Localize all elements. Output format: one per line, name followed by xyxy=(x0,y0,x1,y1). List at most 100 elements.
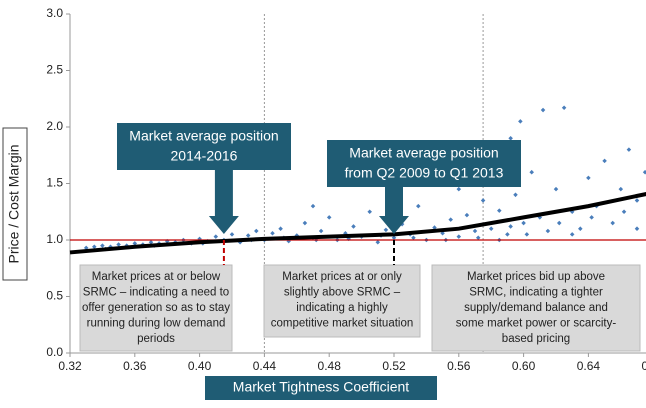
scatter-point xyxy=(586,175,591,181)
scatter-point xyxy=(626,147,632,152)
scatter-point xyxy=(578,226,583,231)
note-text: supply/demand balance and xyxy=(464,302,608,314)
scatter-point xyxy=(416,203,421,209)
scatter-point xyxy=(513,192,518,198)
note-box xyxy=(79,264,233,352)
note-box xyxy=(263,264,421,338)
x-tick-label: 0.68 xyxy=(642,359,646,373)
scatter-point xyxy=(472,228,478,234)
scatter-point xyxy=(456,186,462,192)
scatter-point xyxy=(464,212,470,218)
scatter-point xyxy=(229,232,235,237)
scatter-point xyxy=(302,220,308,226)
scatter-point xyxy=(518,119,523,124)
note-text: running during low demand xyxy=(87,318,226,330)
scatter-point xyxy=(602,158,607,164)
callout-arrow xyxy=(208,170,239,234)
trend-line xyxy=(69,192,646,255)
scatter-point xyxy=(375,239,381,245)
x-tick-label: 0.52 xyxy=(382,359,406,373)
y-tick-label: 0.5 xyxy=(46,289,63,303)
y-tick-label: 1.5 xyxy=(46,176,63,190)
x-tick-label: 0.48 xyxy=(318,359,342,373)
scatter-point xyxy=(278,226,283,231)
scatter-point xyxy=(589,215,594,220)
callout-text: from Q2 2009 to Q1 2013 xyxy=(345,165,504,181)
scatter-point xyxy=(561,105,567,111)
x-tick-label: 0.56 xyxy=(447,359,471,373)
x-tick-label: 0.36 xyxy=(123,359,147,373)
x-tick-label: 0.40 xyxy=(188,359,212,373)
x-tick-label: 0.60 xyxy=(512,359,536,373)
note-box xyxy=(431,264,641,352)
scatter-point xyxy=(642,169,646,175)
note-text: Market prices at or below xyxy=(92,271,221,283)
note-text: Market prices bid up above xyxy=(467,271,605,283)
scatter-point xyxy=(310,203,316,209)
scatter-point xyxy=(475,235,481,241)
scatter-point xyxy=(618,186,624,192)
scatter-point xyxy=(540,107,546,113)
callout-arrow xyxy=(379,187,409,234)
scatter-point xyxy=(480,198,486,203)
scatter-point xyxy=(634,198,640,203)
note-text: periods xyxy=(137,333,175,345)
scatter-point xyxy=(367,209,372,215)
scatter-point xyxy=(621,209,627,215)
callout-box xyxy=(327,140,521,187)
scatter-point xyxy=(524,232,530,237)
x-tick-label: 0.64 xyxy=(577,359,601,373)
y-tick-label: 3.0 xyxy=(46,6,63,20)
note-text: Market prices at or only xyxy=(282,271,402,283)
scatter-point xyxy=(521,220,526,226)
scatter-point xyxy=(116,242,121,247)
note-text: SRMC – indicating a need to xyxy=(83,287,229,299)
scatter-point xyxy=(634,226,640,231)
scatter-point xyxy=(213,234,219,239)
scatter-point xyxy=(92,244,97,250)
scatter-point xyxy=(497,208,502,213)
scatter-point xyxy=(556,220,562,226)
scatter-point xyxy=(351,224,356,229)
scatter-point xyxy=(553,186,559,192)
scatter-point xyxy=(456,234,462,239)
scatter-point xyxy=(383,227,389,233)
y-axis-label-box xyxy=(2,127,28,281)
y-tick-label: 2.0 xyxy=(46,119,63,133)
scatter-point xyxy=(505,232,510,237)
scatter-point xyxy=(318,228,324,234)
scatter-point xyxy=(508,224,513,229)
note-text: based pricing xyxy=(502,333,570,345)
scatter-point xyxy=(529,169,534,175)
note-text: competitive market situation xyxy=(271,318,414,330)
scatter-point xyxy=(100,243,105,248)
scatter-point xyxy=(270,230,275,236)
note-text: indicating a highly xyxy=(296,302,388,314)
scatter-point xyxy=(448,217,453,222)
y-axis-label: Price / Cost Margin xyxy=(6,144,22,263)
x-tick-label: 0.32 xyxy=(58,359,82,373)
scatter-point xyxy=(326,215,332,220)
x-tick-label: 0.44 xyxy=(253,359,277,373)
scatter-point xyxy=(610,220,615,226)
x-axis-label: Market Tightness Coefficient xyxy=(233,379,409,395)
callout-text: 2014-2016 xyxy=(171,148,238,164)
scatter-point xyxy=(488,226,494,231)
y-tick-label: 0.0 xyxy=(46,345,63,359)
callout-text: Market average position xyxy=(129,128,278,144)
callout-box xyxy=(117,123,291,170)
scatter-point xyxy=(411,235,416,241)
note-text: offer generation so as to stay xyxy=(82,302,230,314)
scatter-point xyxy=(545,228,551,234)
scatter-point xyxy=(569,232,575,237)
scatter-point xyxy=(508,136,513,141)
note-text: SRMC, indicating a tighter xyxy=(469,287,603,299)
callout-text: Market average position xyxy=(349,145,498,161)
note-text: slightly above SRMC – xyxy=(284,287,401,299)
y-tick-label: 2.5 xyxy=(46,63,63,77)
note-text: some market power or scarcity- xyxy=(456,318,617,330)
y-tick-label: 1.0 xyxy=(46,232,63,246)
scatter-point xyxy=(254,228,259,234)
x-axis-label-box xyxy=(205,376,437,400)
